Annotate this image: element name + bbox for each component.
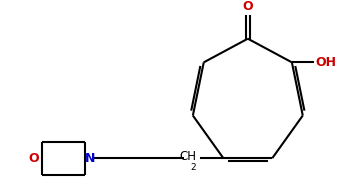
Text: CH: CH	[179, 150, 196, 163]
Text: OH: OH	[315, 56, 336, 69]
Text: 2: 2	[190, 163, 196, 172]
Text: O: O	[242, 0, 253, 13]
Text: O: O	[29, 152, 39, 165]
Text: N: N	[84, 152, 95, 165]
